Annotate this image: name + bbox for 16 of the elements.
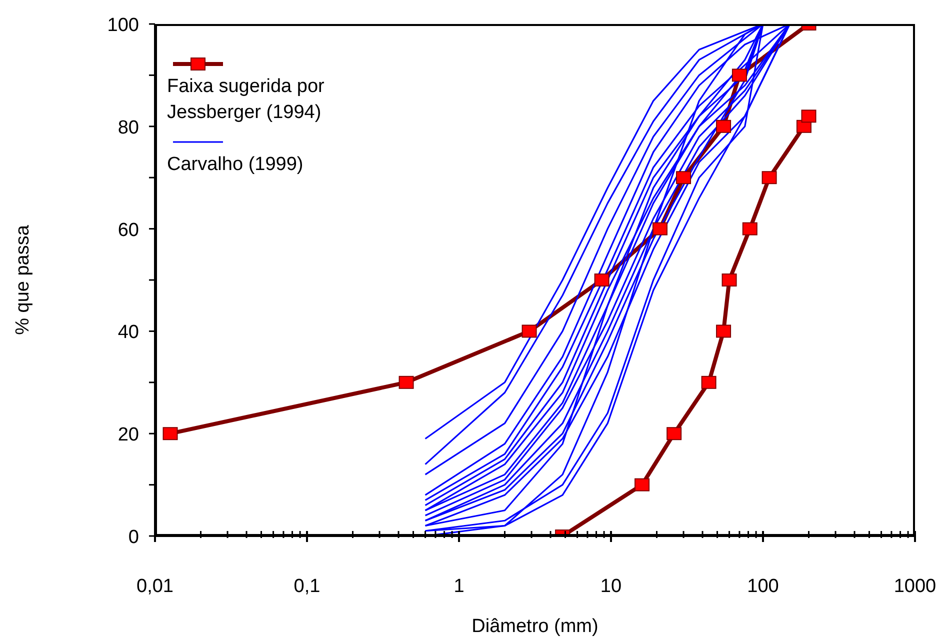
y-tick-label: 20 bbox=[118, 424, 139, 446]
x-tick-label: 10 bbox=[600, 576, 622, 597]
y-tick-label: 0 bbox=[128, 527, 139, 548]
legend-label: Faixa sugerida por Jessberger (1994) bbox=[167, 75, 326, 125]
x-axis-title: Diâmetro (mm) bbox=[472, 616, 598, 637]
y-tick-label: 60 bbox=[118, 220, 139, 241]
x-tick-label: 0,1 bbox=[294, 576, 320, 597]
x-tick-label: 1000 bbox=[894, 576, 936, 597]
y-tick-label: 40 bbox=[118, 322, 139, 344]
legend-label: Carvalho (1999) bbox=[167, 153, 304, 177]
y-axis-title: % que passa bbox=[12, 224, 34, 335]
x-tick-label: 100 bbox=[747, 576, 779, 597]
y-tick-label: 100 bbox=[107, 15, 139, 36]
x-tick-label: 1 bbox=[454, 576, 464, 597]
x-tick-label: 0,01 bbox=[136, 576, 174, 597]
y-tick-label: 80 bbox=[118, 117, 139, 138]
